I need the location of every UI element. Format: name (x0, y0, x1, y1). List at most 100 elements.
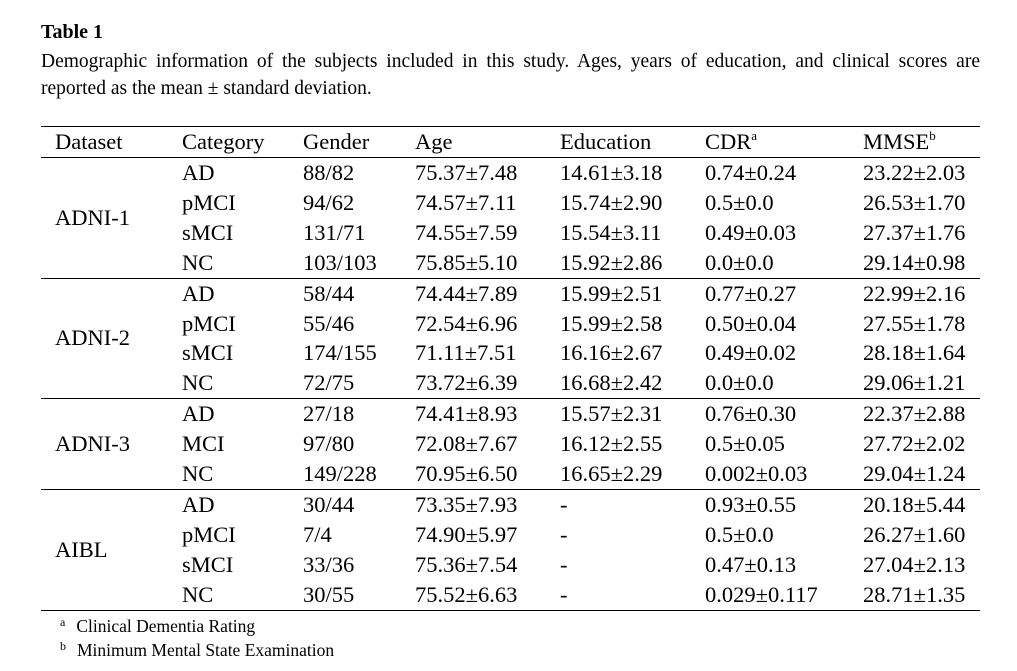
cdr-cell: 0.77±0.27 (705, 280, 797, 306)
table-row: NC 149/228 70.95±6.50 16.65±2.29 0.002±0.03 2… (41, 459, 980, 489)
education-cell: 15.99±2.51 (560, 280, 663, 306)
category-cell: AD (182, 280, 215, 306)
category-cell: NC (182, 370, 214, 396)
table-row: sMCI 131/71 74.55±7.59 15.54±3.11 0.49±0.03 2… (41, 218, 980, 248)
age-cell: 74.55±7.59 (415, 219, 518, 245)
mmse-cell: 20.18±5.44 (863, 491, 966, 517)
footnote-text: Clinical Dementia Rating (76, 616, 256, 636)
mmse-cell: 26.27±1.60 (863, 521, 966, 547)
table-row: NC 30/55 75.52±6.63 - 0.029±0.117 28.71±1.35 (41, 580, 980, 611)
gender-cell: 94/62 (303, 189, 355, 215)
age-cell: 71.11±7.51 (415, 340, 517, 366)
education-cell: 15.74±2.90 (560, 189, 663, 215)
header-cdr-label: CDR (705, 129, 752, 155)
cdr-cell: 0.93±0.55 (705, 491, 797, 517)
age-cell: 74.57±7.11 (415, 189, 517, 215)
dataset-cell: ADNI-1 (55, 204, 130, 230)
age-cell: 75.36±7.54 (415, 551, 518, 577)
demographics-table: Dataset Category Gender Age Education CD… (41, 126, 980, 611)
mmse-cell: 27.37±1.76 (863, 219, 966, 245)
category-cell: AD (182, 491, 215, 517)
category-cell: MCI (182, 431, 225, 457)
header-age: Age (415, 129, 453, 155)
cdr-cell: 0.49±0.02 (705, 340, 797, 366)
header-dataset: Dataset (55, 129, 123, 155)
cdr-cell: 0.5±0.0 (705, 521, 774, 547)
category-cell: NC (182, 581, 214, 607)
mmse-cell: 29.06±1.21 (863, 370, 966, 396)
table-row: pMCI 7/4 74.90±5.97 - 0.5±0.0 26.27±1.60 (41, 520, 980, 550)
category-cell: sMCI (182, 551, 234, 577)
dataset-cell: ADNI-2 (55, 325, 130, 351)
education-cell: 15.57±2.31 (560, 401, 663, 427)
category-cell: pMCI (182, 189, 236, 215)
gender-cell: 88/82 (303, 160, 355, 185)
dataset-group: AIBL AD 30/44 73.35±7.93 - 0.93±0.55 20.18±5.4… (41, 489, 980, 611)
education-cell: 15.54±3.11 (560, 219, 662, 245)
gender-cell: 149/228 (303, 461, 377, 487)
education-cell: 16.16±2.67 (560, 340, 663, 366)
cdr-cell: 0.029±0.117 (705, 581, 818, 607)
gender-cell: 72/75 (303, 370, 355, 396)
table-row: sMCI 174/155 71.11±7.51 16.16±2.67 0.49±0.02… (41, 338, 980, 368)
gender-cell: 30/55 (303, 581, 355, 607)
table-row: pMCI 55/46 72.54±6.96 15.99±2.58 0.50±0.04 27… (41, 309, 980, 339)
cdr-cell: 0.49±0.03 (705, 219, 797, 245)
gender-cell: 7/4 (303, 521, 332, 547)
table-row: NC 72/75 73.72±6.39 16.68±2.42 0.0±0.0 29.06±… (41, 368, 980, 398)
footnote: a Clinical Dementia Rating (60, 611, 255, 637)
age-cell: 72.54±6.96 (415, 310, 518, 336)
education-cell: 14.61±3.18 (560, 160, 663, 185)
gender-cell: 103/103 (303, 249, 377, 275)
age-cell: 70.95±6.50 (415, 461, 518, 487)
gender-cell: 131/71 (303, 219, 366, 245)
mmse-cell: 29.04±1.24 (863, 461, 966, 487)
header-mmse-footnote-mark: b (929, 128, 936, 144)
cdr-cell: 0.50±0.04 (705, 310, 797, 336)
education-cell: - (560, 491, 568, 517)
cdr-cell: 0.47±0.13 (705, 551, 797, 577)
mmse-cell: 27.55±1.78 (863, 310, 966, 336)
mmse-cell: 29.14±0.98 (863, 249, 966, 275)
header-category: Category (182, 129, 265, 155)
table-row: NC 103/103 75.85±5.10 15.92±2.86 0.0±0.0 29.1… (41, 248, 980, 278)
header-cdr: CDRa (705, 127, 863, 158)
dataset-group: ADNI-2 AD 58/44 74.44±7.89 15.99±2.51 0.77±0.… (41, 278, 980, 399)
category-cell: NC (182, 461, 214, 487)
category-cell: AD (182, 401, 215, 427)
table-caption: Demographic information of the subjects … (41, 51, 980, 99)
cdr-cell: 0.002±0.03 (705, 461, 808, 487)
cdr-cell: 0.74±0.24 (705, 160, 797, 185)
gender-cell: 55/46 (303, 310, 355, 336)
header-cdr-footnote-mark: a (751, 128, 758, 144)
age-cell: 72.08±7.67 (415, 431, 518, 457)
gender-cell: 30/44 (303, 491, 355, 517)
cdr-cell: 0.5±0.0 (705, 189, 774, 215)
age-cell: 74.41±8.93 (415, 401, 518, 427)
cdr-cell: 0.0±0.0 (705, 370, 774, 396)
table-row: pMCI 94/62 74.57±7.11 15.74±2.90 0.5±0.0 26.5… (41, 188, 980, 218)
education-cell: 16.68±2.42 (560, 370, 663, 396)
dataset-group: ADNI-3 AD 27/18 74.41±8.93 15.57±2.31 0.76±0.… (41, 398, 980, 490)
footnote: b Minimum Mental State Examination (60, 635, 334, 661)
table-header: Dataset Category Gender Age Education CD… (41, 126, 980, 158)
mmse-cell: 28.71±1.35 (863, 581, 966, 607)
category-cell: pMCI (182, 521, 236, 547)
table-row: MCI 97/80 72.08±7.67 16.12±2.55 0.5±0.05 27.7… (41, 429, 980, 459)
age-cell: 73.72±6.39 (415, 370, 518, 396)
header-gender: Gender (303, 129, 370, 155)
table-row: ADNI-1 AD 88/82 75.37±7.48 14.61±3.18 0.74±0.… (41, 157, 980, 230)
category-cell: pMCI (182, 310, 236, 336)
category-cell: AD (182, 160, 215, 185)
mmse-cell: 27.72±2.02 (863, 431, 966, 457)
cdr-cell: 0.5±0.05 (705, 431, 785, 457)
table-row: sMCI 33/36 75.36±7.54 - 0.47±0.13 27.04±2.13 (41, 550, 980, 580)
header-education: Education (560, 129, 652, 155)
mmse-cell: 28.18±1.64 (863, 340, 966, 366)
cdr-cell: 0.76±0.30 (705, 401, 797, 427)
education-cell: 16.65±2.29 (560, 461, 663, 487)
gender-cell: 174/155 (303, 340, 377, 366)
age-cell: 75.37±7.48 (415, 160, 518, 185)
age-cell: 73.35±7.93 (415, 491, 518, 517)
category-cell: NC (182, 249, 214, 275)
